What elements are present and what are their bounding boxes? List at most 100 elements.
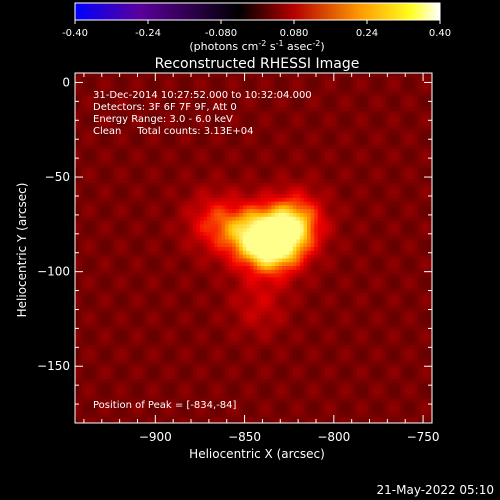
heatmap-cell: [171, 141, 176, 146]
heatmap-cell: [117, 337, 122, 343]
heatmap-cell: [107, 239, 112, 244]
heatmap-cell: [117, 258, 122, 263]
heatmap-cell: [146, 182, 151, 187]
heatmap-cell: [207, 88, 212, 93]
heatmap-cell: [203, 330, 208, 335]
heatmap-cell: [139, 379, 144, 384]
heatmap-cell: [264, 197, 269, 203]
heatmap-cell: [214, 84, 219, 89]
heatmap-cell: [149, 91, 154, 97]
heatmap-cell: [210, 349, 215, 354]
heatmap-cell: [210, 95, 215, 100]
heatmap-cell: [164, 273, 169, 278]
heatmap-cell: [89, 88, 94, 93]
heatmap-cell: [110, 114, 115, 119]
heatmap-cell: [196, 178, 201, 184]
heatmap-cell: [103, 133, 108, 138]
heatmap-cell: [160, 318, 165, 324]
heatmap-cell: [107, 95, 112, 100]
heatmap-cell: [117, 277, 122, 282]
heatmap-cell: [121, 137, 126, 142]
heatmap-cell: [221, 334, 226, 339]
heatmap-cell: [132, 413, 137, 418]
heatmap-cell: [203, 303, 208, 308]
heatmap-cell: [167, 375, 172, 380]
heatmap-cell: [153, 175, 158, 180]
heatmap-cell: [239, 141, 244, 146]
heatmap-cell: [92, 152, 97, 157]
heatmap-cell: [249, 156, 254, 161]
heatmap-cell: [217, 337, 222, 343]
heatmap-cell: [214, 190, 219, 195]
heatmap-cell: [160, 182, 165, 187]
heatmap-cell: [153, 243, 158, 248]
heatmap-cell: [253, 239, 258, 244]
heatmap-cell: [257, 394, 262, 399]
heatmap-cell: [242, 409, 247, 414]
heatmap-cell: [249, 326, 254, 331]
heatmap-cell: [189, 375, 194, 380]
heatmap-cell: [185, 103, 190, 108]
heatmap-cell: [196, 213, 201, 218]
heatmap-cell: [207, 368, 212, 373]
heatmap-cell: [246, 209, 251, 214]
heatmap-cell: [174, 311, 179, 316]
heatmap-cell: [232, 99, 237, 104]
heatmap-cell: [196, 307, 201, 312]
heatmap-cell: [203, 107, 208, 112]
heatmap-cell: [107, 186, 112, 191]
heatmap-cell: [246, 205, 251, 210]
heatmap-cell: [239, 307, 244, 312]
heatmap-cell: [196, 300, 201, 305]
heatmap-cell: [171, 118, 176, 123]
heatmap-cell: [235, 84, 240, 89]
heatmap-cell: [232, 262, 237, 267]
heatmap-cell: [128, 334, 133, 339]
heatmap-cell: [178, 364, 183, 369]
heatmap-cell: [253, 269, 258, 274]
heatmap-cell: [107, 300, 112, 305]
heatmap-cell: [82, 144, 87, 150]
heatmap-cell: [235, 247, 240, 252]
heatmap-cell: [257, 288, 262, 293]
heatmap-cell: [139, 107, 144, 112]
heatmap-cell: [203, 73, 208, 78]
heatmap-cell: [224, 383, 229, 388]
heatmap-cell: [103, 152, 108, 157]
heatmap-cell: [217, 160, 222, 165]
heatmap-cell: [110, 300, 115, 305]
heatmap-cell: [164, 125, 169, 131]
heatmap-cell: [192, 167, 197, 172]
heatmap-cell: [203, 288, 208, 293]
heatmap-cell: [92, 281, 97, 286]
heatmap-cell: [239, 421, 244, 423]
heatmap-cell: [107, 353, 112, 358]
heatmap-cell: [260, 167, 265, 172]
heatmap-cell: [214, 224, 219, 229]
heatmap-cell: [78, 322, 83, 327]
heatmap-cell: [99, 76, 104, 81]
heatmap-cell: [189, 326, 194, 331]
heatmap-cell: [174, 307, 179, 312]
heatmap-cell: [189, 243, 194, 248]
heatmap-cell: [107, 122, 112, 127]
heatmap-cell: [239, 228, 244, 233]
heatmap-cell: [167, 156, 172, 161]
heatmap-cell: [199, 213, 204, 218]
heatmap-cell: [117, 269, 122, 274]
heatmap-cell: [78, 171, 83, 176]
heatmap-cell: [210, 148, 215, 153]
heatmap-cell: [99, 190, 104, 195]
heatmap-cell: [235, 337, 240, 343]
heatmap-cell: [135, 84, 140, 89]
heatmap-cell: [96, 326, 101, 331]
heatmap-cell: [178, 375, 183, 380]
heatmap-cell: [192, 186, 197, 191]
heatmap-cell: [185, 277, 190, 282]
heatmap-cell: [182, 409, 187, 414]
heatmap-cell: [75, 152, 79, 157]
heatmap-cell: [110, 88, 115, 93]
heatmap-cell: [78, 296, 83, 301]
heatmap-cell: [114, 144, 119, 150]
heatmap-cell: [217, 265, 222, 271]
